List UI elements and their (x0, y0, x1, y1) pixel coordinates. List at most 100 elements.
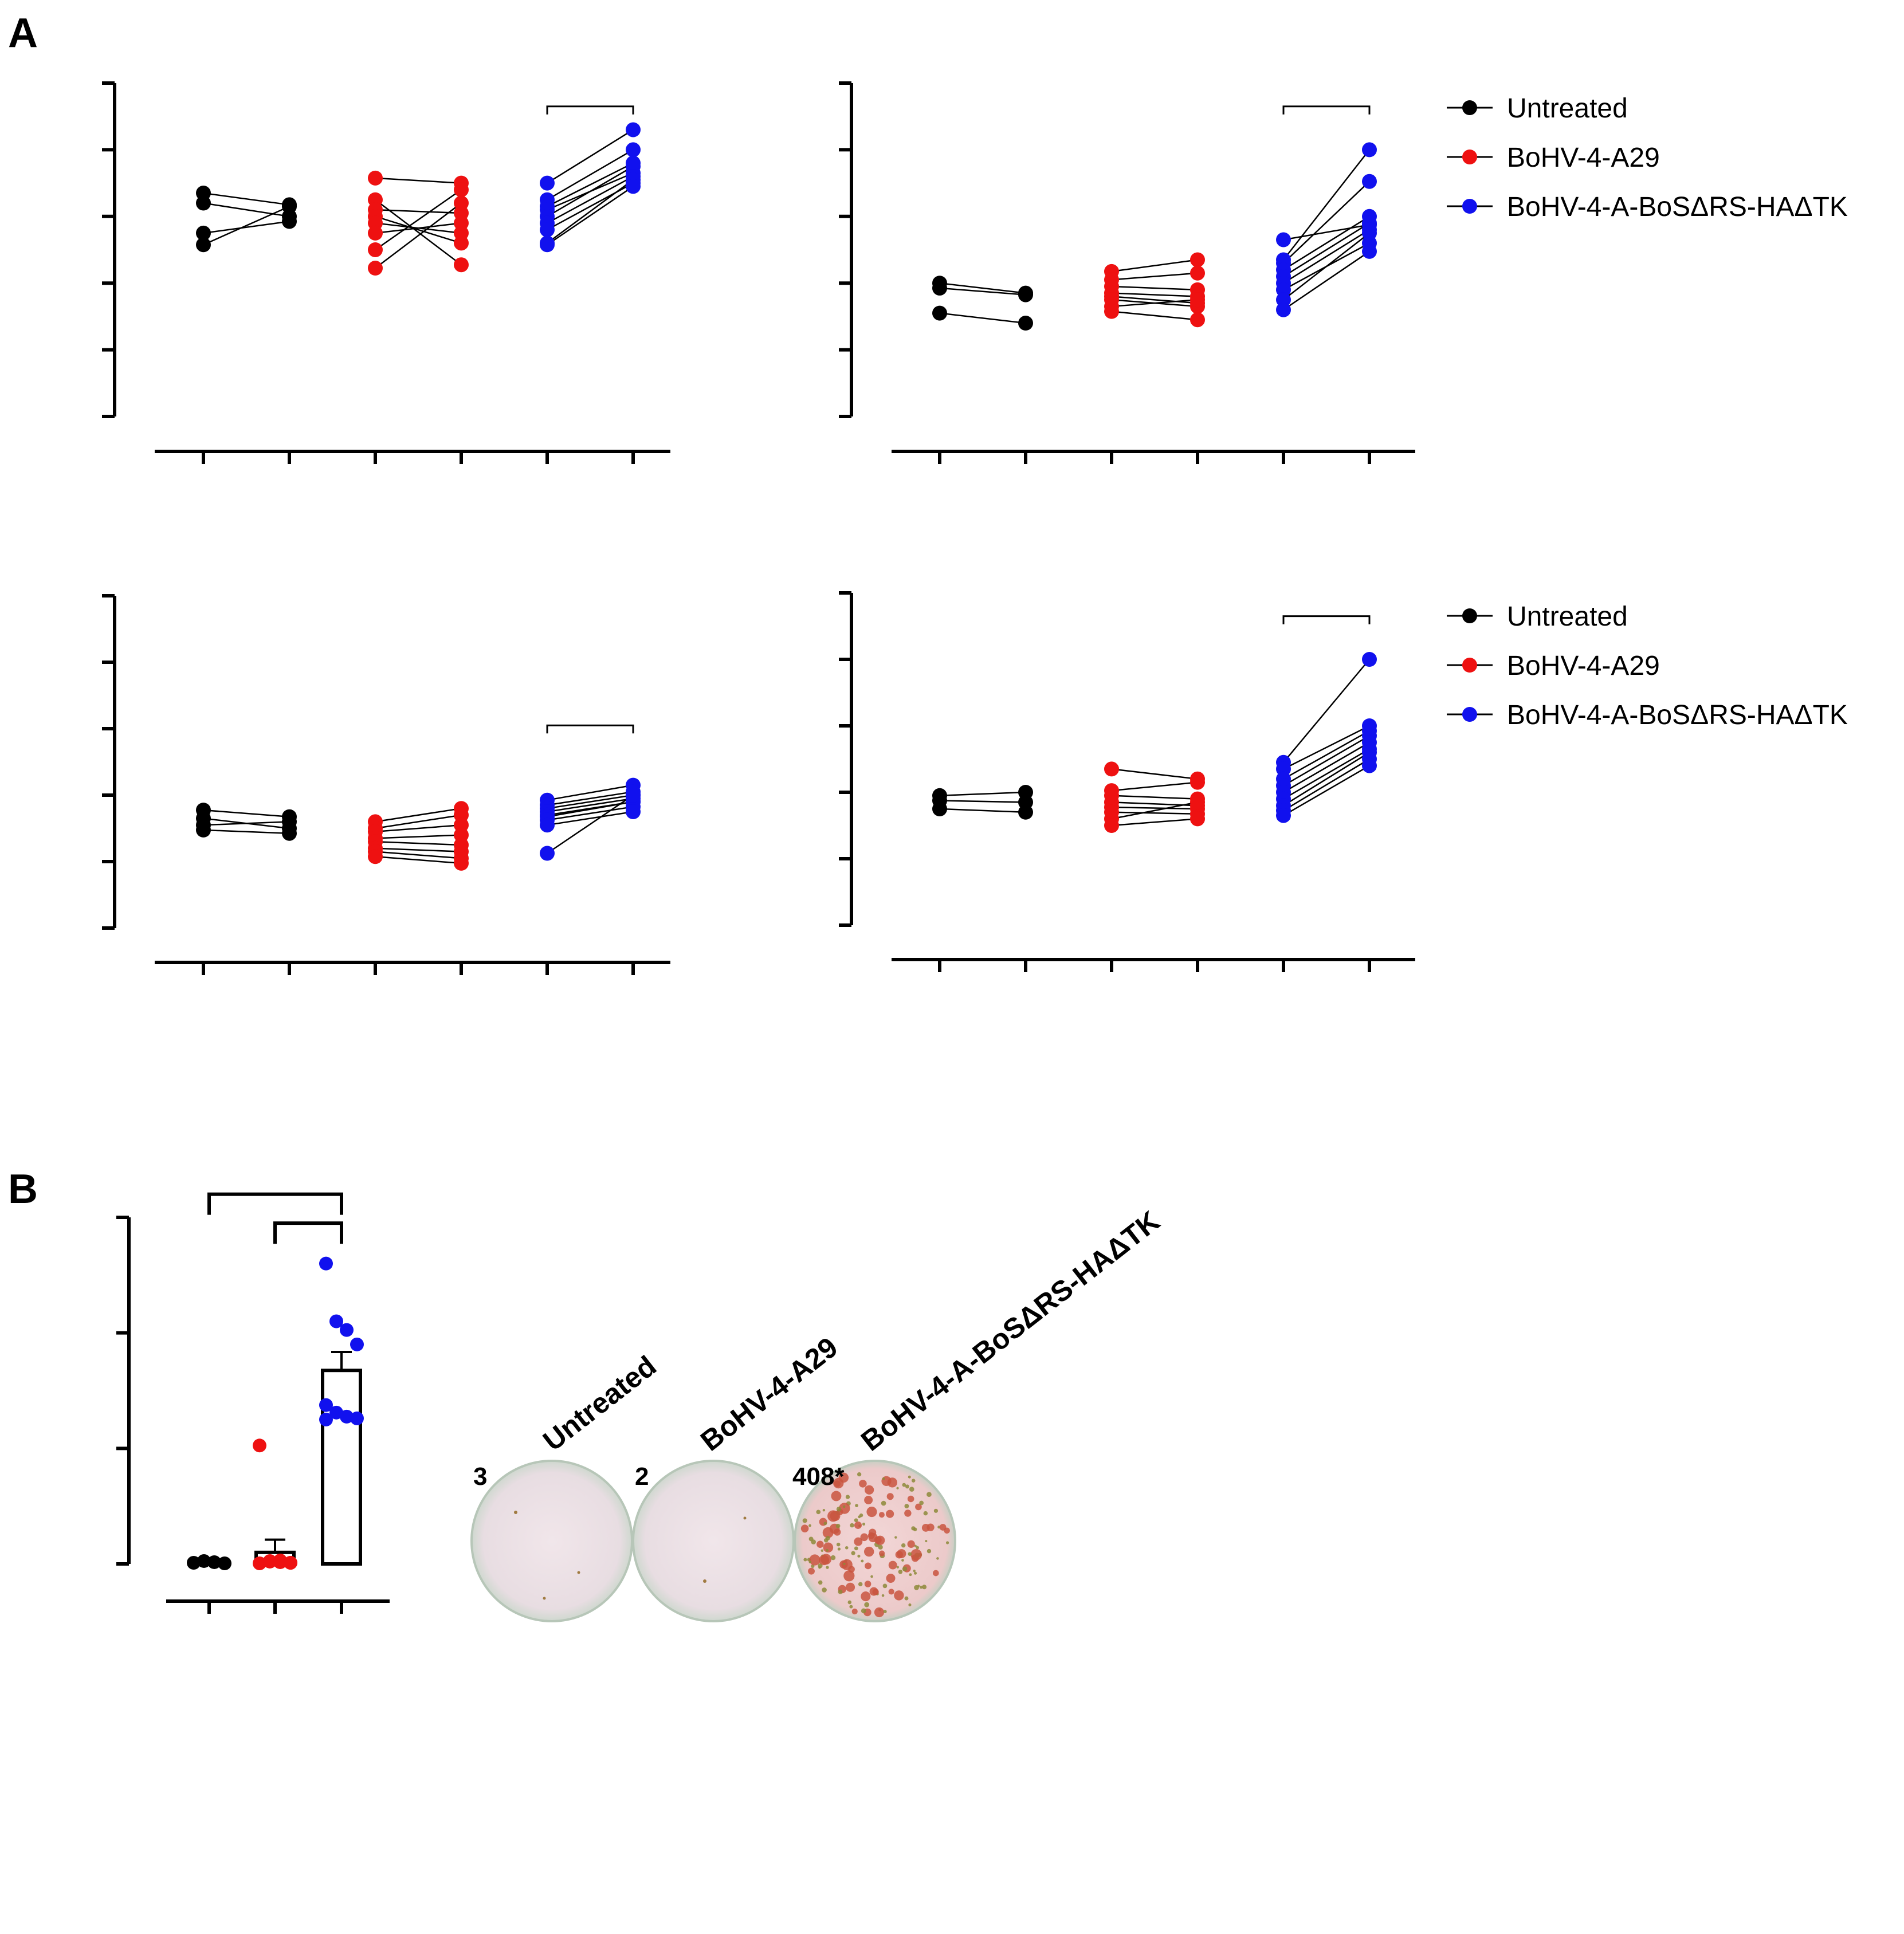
spot-mark (860, 1533, 869, 1542)
panel-label-b: B (8, 1166, 38, 1212)
significance-bracket (273, 1221, 343, 1244)
spot-mark (923, 1511, 928, 1516)
pair-line (203, 829, 290, 834)
spot-mark (886, 1510, 894, 1518)
data-point (329, 1314, 343, 1328)
data-point (1362, 758, 1377, 773)
data-point (1018, 287, 1033, 302)
data-point (187, 1555, 201, 1570)
well-plate-image (470, 1460, 633, 1622)
spot-mark (875, 1535, 885, 1545)
pair-line (1283, 149, 1370, 261)
pair-line (1283, 250, 1370, 310)
pair-line (1283, 215, 1370, 270)
chart-tem-cd4 (102, 594, 670, 975)
pair-line (1111, 801, 1198, 820)
pair-line (939, 312, 1026, 324)
spot-mark (911, 1526, 916, 1531)
pair-line (375, 824, 462, 833)
well-title-bos: BoHV-4-A-BoSΔRS-HAΔTK (855, 1205, 1165, 1457)
spot-mark (842, 1505, 846, 1508)
data-point (1276, 302, 1291, 317)
pair-line (1283, 222, 1370, 277)
well-bos: 408* BoHV-4-A-BoSΔRS-HAΔTK (792, 1205, 1165, 1622)
spot-mark (514, 1511, 517, 1514)
pair-line (203, 206, 290, 246)
spot-mark (800, 1524, 809, 1532)
data-point (626, 179, 641, 194)
spot-mark (822, 1587, 827, 1593)
chart-sfu (116, 1192, 390, 1614)
significance-bracket (207, 1192, 343, 1215)
spot-mark (836, 1507, 842, 1512)
pair-line (203, 202, 290, 218)
pair-line (375, 209, 462, 214)
spot-mark (904, 1510, 912, 1517)
data-point (284, 1555, 297, 1570)
data-point (1362, 174, 1377, 189)
data-point (1362, 243, 1377, 259)
spot-mark (834, 1528, 841, 1536)
spot-mark (836, 1542, 841, 1547)
data-point (1190, 292, 1205, 308)
spot-mark (855, 1504, 858, 1508)
data-point (368, 225, 383, 241)
data-point (932, 280, 947, 296)
pair-line (1283, 735, 1370, 787)
data-point (282, 814, 297, 830)
spot-mark (870, 1575, 873, 1578)
data-point (196, 195, 211, 211)
spot-mark (916, 1546, 920, 1550)
data-point (540, 817, 555, 833)
data-point (932, 305, 947, 321)
spot-mark (843, 1570, 855, 1582)
well-count-untreated: 3 (473, 1463, 487, 1491)
legend-item-a29: BoHV-4-A29 (1447, 651, 1660, 681)
data-point (1276, 808, 1291, 823)
spot-mark (819, 1555, 830, 1566)
legend-item-bos: BoHV-4-A-BoSΔRS-HAΔTK (1447, 700, 1848, 730)
spot-mark (933, 1508, 939, 1513)
legend-item-a29: BoHV-4-A29 (1447, 143, 1660, 173)
data-point (319, 1256, 333, 1271)
spot-mark (825, 1535, 830, 1540)
significance-bracket (1282, 615, 1371, 624)
legend-marker-icon (1462, 199, 1477, 214)
spot-mark (902, 1566, 908, 1572)
spot-mark (907, 1540, 915, 1548)
spot-mark (894, 1590, 904, 1601)
spot-mark (878, 1544, 883, 1550)
data-point (1104, 761, 1119, 777)
spot-mark (858, 1582, 863, 1587)
data-point (218, 1556, 231, 1570)
data-point (540, 237, 555, 253)
data-point (540, 175, 555, 191)
spot-mark (822, 1527, 834, 1538)
data-point (1190, 252, 1205, 268)
legend-bottom: Untreated BoHV-4-A29 BoHV-4-A-BoSΔRS-HAΔ… (1447, 602, 1848, 730)
pair-line (1283, 224, 1370, 241)
spot-mark (909, 1573, 912, 1577)
spot-mark (847, 1600, 852, 1605)
spot-mark (864, 1496, 873, 1504)
spot-mark (881, 1594, 885, 1597)
pair-line (375, 807, 462, 823)
legend-marker-icon (1462, 150, 1477, 164)
pair-line (375, 856, 462, 864)
spot-mark (894, 1536, 897, 1539)
spot-mark (882, 1583, 888, 1589)
spot-mark (866, 1506, 877, 1518)
spot-mark (911, 1479, 916, 1483)
spot-mark (809, 1554, 821, 1566)
spot-mark (919, 1500, 924, 1505)
panel-label-a: A (8, 10, 38, 56)
spot-mark (897, 1549, 906, 1559)
data-point (319, 1412, 333, 1426)
legend-item-untreated: Untreated (1447, 602, 1628, 632)
data-point (1362, 652, 1377, 667)
spot-mark (904, 1504, 909, 1509)
spot-mark (803, 1558, 807, 1562)
spot-mark (837, 1547, 841, 1551)
data-point (454, 855, 469, 871)
pair-line (547, 162, 634, 207)
